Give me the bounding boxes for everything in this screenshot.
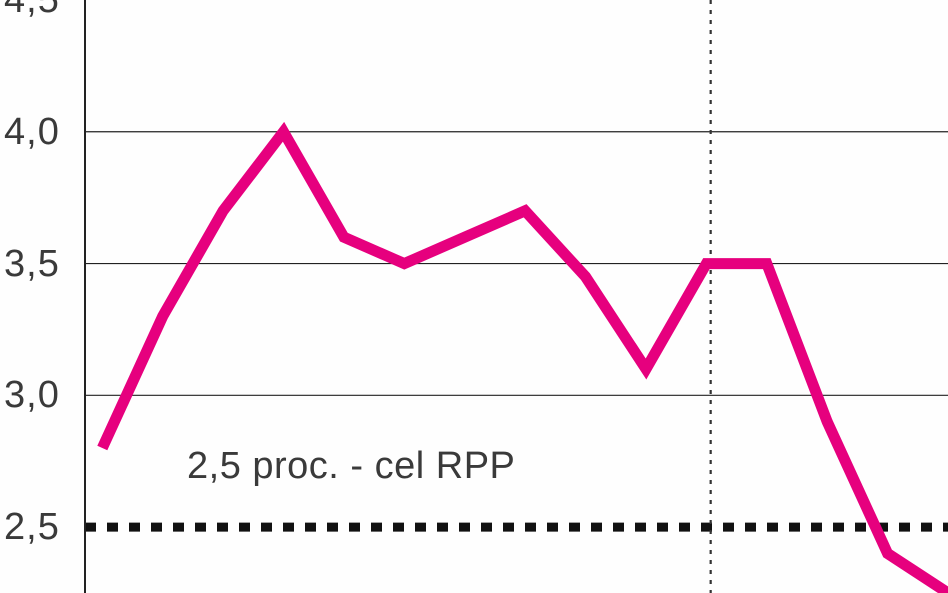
chart-canvas	[0, 0, 948, 593]
line-chart: 2,5 proc. - cel RPP 4,5 4,0 3,5 3,0 2,5	[0, 0, 948, 593]
target-annotation: 2,5 proc. - cel RPP	[187, 445, 515, 488]
y-axis-tick-label: 3,0	[4, 374, 60, 417]
y-axis-tick-label: 4,5	[4, 0, 60, 22]
y-axis-tick-label: 4,0	[4, 111, 60, 154]
y-axis-tick-label: 3,5	[4, 243, 60, 286]
y-axis-tick-label: 2,5	[4, 506, 60, 549]
